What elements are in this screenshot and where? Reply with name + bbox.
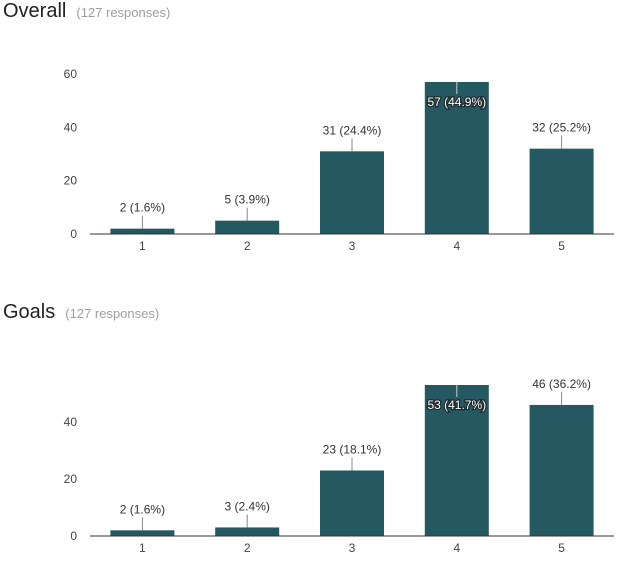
overall-data-label: 5 (3.9%) [225, 193, 270, 207]
overall-xtick-label: 1 [139, 239, 146, 253]
goals-bar [424, 385, 489, 536]
goals-ytick-label: 20 [64, 472, 78, 486]
goals-data-label: 46 (36.2%) [532, 377, 591, 391]
goals-ytick-label: 40 [64, 415, 78, 429]
goals-chart-header: Goals (127 responses) [3, 301, 159, 324]
goals-bar-plot: 0 20 40 1 2 3 4 5 2 (1.6%) 3 (2.4%) 23 (18.1%) 53 (… [64, 377, 614, 555]
goals-xtick-label: 1 [139, 541, 146, 555]
overall-ytick-label: 40 [64, 120, 78, 134]
goals-bar [320, 470, 384, 536]
overall-chart-title: Overall [3, 0, 67, 22]
overall-data-label: 31 (24.4%) [323, 123, 382, 137]
overall-bar-plot: 0 20 40 60 1 2 3 4 5 2 (1.6%) 5 (3.9%) 31 (24.4%) 57… [64, 67, 614, 253]
overall-ytick-label: 20 [64, 174, 78, 188]
goals-chart: Goals (127 responses) 0 20 40 1 2 3 4 5 2 (1.6%) 3… [0, 300, 621, 560]
goals-xtick-label: 5 [558, 541, 565, 555]
goals-chart-title: Goals [3, 301, 56, 323]
overall-chart: Overall (127 responses) 0 20 40 60 1 2 3 4 5 2 (1.… [0, 0, 621, 270]
overall-xtick-label: 4 [453, 239, 460, 253]
goals-data-label: 2 (1.6%) [120, 502, 165, 516]
overall-bar [110, 228, 175, 234]
goals-bar [110, 530, 175, 536]
goals-bar [215, 527, 280, 536]
goals-data-label: 23 (18.1%) [323, 442, 382, 456]
overall-data-label: 2 (1.6%) [120, 201, 165, 215]
overall-ytick-label: 60 [64, 67, 78, 81]
goals-data-label: 3 (2.4%) [225, 499, 270, 513]
overall-bar [215, 220, 280, 234]
overall-bar [424, 82, 489, 234]
overall-xtick-label: 5 [558, 239, 565, 253]
overall-data-label: 57 (44.9%) [427, 95, 486, 109]
overall-xtick-label: 3 [349, 239, 356, 253]
goals-data-label: 53 (41.7%) [427, 398, 486, 412]
goals-xtick-label: 3 [349, 541, 356, 555]
overall-response-count: (127 responses) [76, 5, 171, 20]
goals-xtick-label: 4 [453, 541, 460, 555]
overall-xtick-label: 2 [244, 239, 251, 253]
overall-data-label: 32 (25.2%) [532, 121, 591, 135]
overall-chart-header: Overall (127 responses) [3, 0, 170, 23]
goals-xtick-label: 2 [244, 541, 251, 555]
overall-ytick-label: 0 [70, 227, 77, 241]
overall-bar [529, 148, 594, 234]
goals-ytick-label: 0 [70, 529, 77, 543]
goals-bar [529, 404, 594, 536]
overall-bar [320, 151, 384, 234]
goals-response-count: (127 responses) [65, 306, 160, 321]
